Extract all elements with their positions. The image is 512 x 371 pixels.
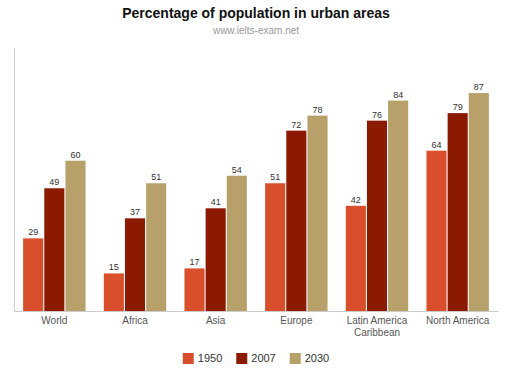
x-axis: World Africa Asia Europe Latin AmericaCaribb… bbox=[15, 312, 499, 338]
bar bbox=[44, 188, 64, 311]
x-tick: Europe bbox=[280, 315, 313, 326]
x-tick: Asia bbox=[206, 315, 226, 326]
data-label: 51 bbox=[151, 172, 161, 182]
bar bbox=[265, 183, 285, 311]
bar bbox=[388, 101, 408, 311]
x-tick-label: Asia bbox=[206, 315, 226, 326]
title: Percentage of population in urban areas bbox=[122, 5, 390, 21]
x-tick: World bbox=[41, 315, 67, 326]
legend: 1950 2007 2030 bbox=[183, 352, 329, 364]
bar bbox=[65, 161, 85, 311]
bar bbox=[469, 93, 489, 311]
legend-label: 2007 bbox=[251, 352, 275, 364]
bar bbox=[184, 268, 204, 311]
x-tick: North America bbox=[426, 315, 490, 326]
bar bbox=[206, 208, 226, 311]
bars bbox=[23, 93, 489, 311]
bar bbox=[286, 131, 306, 311]
x-tick-label: North America bbox=[426, 315, 490, 326]
legend-swatch bbox=[183, 353, 194, 364]
bar bbox=[146, 183, 166, 311]
data-label: 29 bbox=[28, 227, 38, 237]
bar bbox=[367, 121, 387, 311]
chart: Percentage of population in urban areas w… bbox=[0, 0, 512, 371]
data-label: 17 bbox=[190, 257, 200, 267]
data-label: 84 bbox=[393, 90, 403, 100]
x-tick-label: Africa bbox=[122, 315, 148, 326]
legend-swatch bbox=[236, 353, 247, 364]
subtitle: www.ielts-exam.net bbox=[212, 25, 299, 36]
data-label: 72 bbox=[291, 120, 301, 130]
legend-label: 2030 bbox=[305, 352, 329, 364]
legend-label: 1950 bbox=[198, 352, 222, 364]
x-tick: Latin AmericaCaribbean bbox=[347, 315, 408, 338]
x-axis-line bbox=[15, 311, 499, 312]
legend-item: 1950 bbox=[183, 352, 222, 364]
data-label: 49 bbox=[49, 177, 59, 187]
data-label: 42 bbox=[351, 195, 361, 205]
data-label: 76 bbox=[372, 110, 382, 120]
bar bbox=[23, 238, 43, 311]
data-label: 37 bbox=[130, 207, 140, 217]
legend-item: 2007 bbox=[236, 352, 275, 364]
bar bbox=[448, 113, 468, 311]
data-label: 64 bbox=[432, 140, 442, 150]
data-label: 41 bbox=[211, 197, 221, 207]
x-tick-label: World bbox=[41, 315, 67, 326]
data-label: 51 bbox=[270, 172, 280, 182]
x-tick-label: Latin AmericaCaribbean bbox=[347, 315, 408, 338]
bar bbox=[125, 218, 145, 311]
bar bbox=[227, 176, 247, 311]
data-label: 78 bbox=[312, 105, 322, 115]
y-axis-line bbox=[14, 49, 15, 312]
data-label: 87 bbox=[474, 82, 484, 92]
x-tick: Africa bbox=[122, 315, 148, 326]
data-label: 79 bbox=[453, 102, 463, 112]
data-labels: 29 15 17 51 42 64 49 37 41 72 76 79 60 51 54 78 84 87 bbox=[28, 82, 484, 272]
bar bbox=[307, 116, 327, 311]
bar bbox=[426, 151, 446, 311]
legend-swatch bbox=[290, 353, 301, 364]
legend-item: 2030 bbox=[290, 352, 329, 364]
bar bbox=[104, 273, 124, 311]
data-label: 54 bbox=[232, 165, 242, 175]
data-label: 15 bbox=[109, 262, 119, 272]
x-tick-label: Europe bbox=[280, 315, 313, 326]
bar bbox=[346, 206, 366, 311]
data-label: 60 bbox=[70, 150, 80, 160]
y-axis bbox=[14, 49, 15, 312]
